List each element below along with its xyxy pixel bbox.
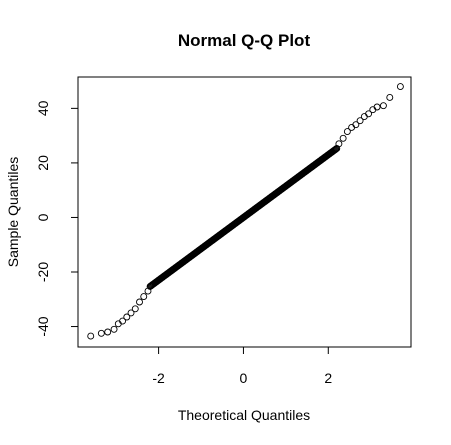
data-points: [87, 83, 404, 340]
data-point: [104, 328, 112, 336]
data-point: [339, 134, 347, 142]
data-point: [356, 117, 364, 125]
data-point: [87, 332, 95, 340]
x-tick-label: 2: [324, 370, 332, 386]
x-axis-label: Theoretical Quantiles: [178, 407, 310, 423]
y-tick-label: 20: [35, 155, 51, 171]
x-tick-label: 0: [240, 370, 248, 386]
data-point: [343, 128, 351, 136]
data-point: [373, 103, 381, 111]
x-axis: -2 0 2: [152, 347, 332, 386]
y-tick-label: -40: [35, 316, 51, 336]
x-tick-label: -2: [152, 370, 165, 386]
data-point: [335, 140, 343, 148]
y-tick-label: -20: [35, 262, 51, 282]
data-point: [144, 287, 152, 295]
data-point: [396, 83, 404, 91]
data-point: [136, 298, 143, 306]
data-point: [379, 102, 387, 110]
data-point: [110, 325, 118, 333]
data-point: [360, 113, 368, 121]
y-axis: -40 -20 0 20 40: [35, 100, 78, 337]
data-point: [333, 144, 341, 152]
data-point: [331, 146, 339, 154]
y-tick-label: 40: [35, 100, 51, 116]
chart-title: Normal Q-Q Plot: [178, 31, 311, 50]
data-point: [365, 110, 373, 118]
data-point: [348, 123, 356, 131]
data-point: [331, 146, 339, 153]
y-axis-label: Sample Quantiles: [5, 157, 21, 268]
data-point: [97, 329, 105, 337]
data-point: [119, 317, 126, 325]
y-tick-label: 0: [35, 213, 51, 221]
data-point: [369, 106, 377, 114]
data-point: [332, 145, 340, 153]
plot-frame: [77, 76, 412, 348]
data-point: [131, 305, 139, 313]
data-point: [140, 293, 148, 300]
data-point: [386, 93, 394, 101]
data-point: [123, 313, 131, 321]
data-point: [114, 320, 122, 328]
data-point: [352, 121, 360, 129]
data-point: [127, 309, 135, 317]
